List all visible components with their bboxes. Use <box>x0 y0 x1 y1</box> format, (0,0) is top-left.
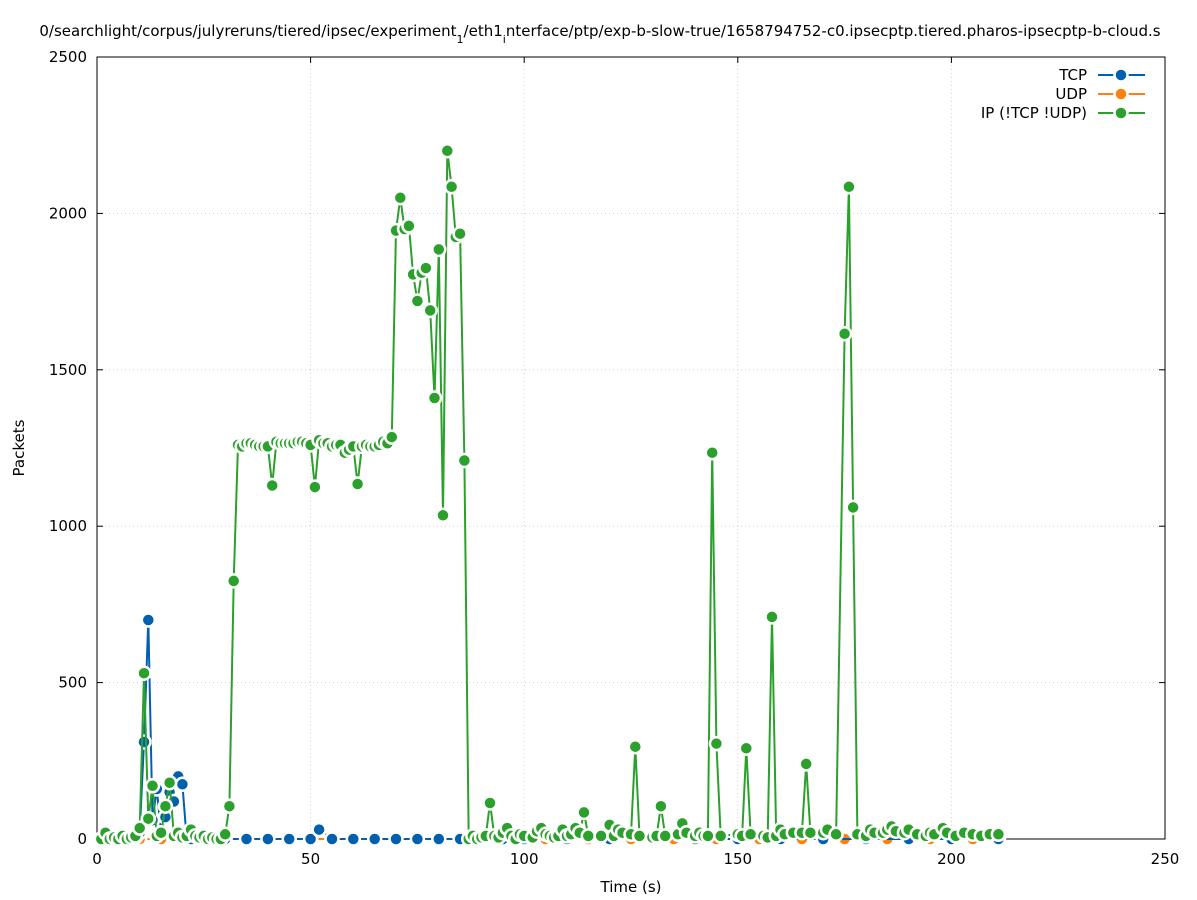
data-point <box>439 143 456 159</box>
series-line <box>100 149 999 840</box>
data-point <box>704 444 720 461</box>
data-point <box>422 302 438 319</box>
data-point <box>802 824 819 841</box>
legend-item: IP (!TCP !UDP) <box>981 104 1145 122</box>
legend-label: UDP <box>1055 85 1087 103</box>
x-tick-label: 50 <box>301 850 320 868</box>
y-tick-label: 500 <box>58 674 87 692</box>
x-tick-label: 100 <box>510 850 539 868</box>
data-point <box>653 798 669 814</box>
y-tick-label: 1500 <box>49 361 87 379</box>
x-tick-label: 200 <box>937 850 966 868</box>
data-point <box>144 778 161 794</box>
data-point <box>738 740 755 757</box>
data-point <box>708 735 725 752</box>
data-point <box>238 831 255 847</box>
data-point <box>764 609 780 625</box>
data-point <box>426 390 443 406</box>
legend-marker-swatch <box>1113 67 1129 83</box>
data-point <box>153 824 169 841</box>
x-tick-label: 250 <box>1151 850 1180 868</box>
data-point <box>631 828 648 844</box>
data-point <box>225 573 242 589</box>
chart-title: 0/searchlight/corpus/julyreruns/tiered/i… <box>39 22 1160 46</box>
data-point <box>452 225 468 242</box>
data-point <box>264 477 280 494</box>
data-point <box>482 795 498 811</box>
legend-item: TCP <box>1058 66 1145 84</box>
data-point <box>418 260 434 276</box>
data-point <box>140 810 157 827</box>
legend-label: TCP <box>1058 66 1087 84</box>
data-point <box>836 326 853 342</box>
data-point <box>700 828 716 844</box>
data-point <box>281 831 297 847</box>
data-point <box>302 831 319 847</box>
data-point <box>384 429 400 445</box>
data-point <box>260 831 276 847</box>
data-point <box>307 479 323 495</box>
legend-item: UDP <box>1055 85 1145 103</box>
data-point <box>798 756 814 772</box>
data-point <box>174 776 191 793</box>
data-point <box>392 190 409 206</box>
data-point <box>409 831 426 847</box>
data-point <box>443 179 460 195</box>
data-point <box>366 831 383 847</box>
data-point <box>431 831 447 847</box>
data-point <box>841 179 857 195</box>
y-axis-title: Packets <box>10 419 28 476</box>
y-tick-label: 2500 <box>49 48 87 66</box>
data-point <box>742 826 759 843</box>
data-point <box>657 828 673 844</box>
data-point <box>157 798 174 814</box>
legend-label: IP (!TCP !UDP) <box>981 104 1087 122</box>
data-point <box>845 499 861 516</box>
y-tick-label: 2000 <box>49 204 87 222</box>
x-tick-label: 0 <box>92 850 102 868</box>
data-point <box>435 507 451 524</box>
data-point <box>580 828 597 844</box>
x-tick-label: 150 <box>723 850 752 868</box>
data-point <box>345 831 362 847</box>
data-point <box>324 831 340 847</box>
series-ip-tcp-udp- <box>93 143 1007 847</box>
data-point <box>409 293 426 309</box>
data-point <box>136 665 152 681</box>
data-point <box>131 820 148 836</box>
data-point <box>311 821 327 838</box>
data-point <box>161 774 178 791</box>
legend-marker-swatch <box>1113 86 1129 102</box>
data-point <box>388 831 404 847</box>
data-point <box>456 452 473 469</box>
data-point <box>401 218 417 234</box>
data-point <box>136 734 152 750</box>
x-axis-title: Time (s) <box>600 878 662 896</box>
series-layer <box>93 143 1007 847</box>
data-point <box>828 826 844 843</box>
data-point <box>990 826 1007 843</box>
data-point <box>217 826 233 843</box>
data-point <box>431 241 447 258</box>
data-point <box>576 804 592 821</box>
data-point <box>712 828 729 844</box>
data-point <box>349 476 366 492</box>
y-tick-label: 1000 <box>49 517 87 535</box>
data-point <box>221 798 238 814</box>
legend-marker-swatch <box>1113 105 1129 121</box>
data-point <box>140 612 157 628</box>
y-tick-label: 0 <box>77 830 87 848</box>
data-point <box>627 738 644 755</box>
